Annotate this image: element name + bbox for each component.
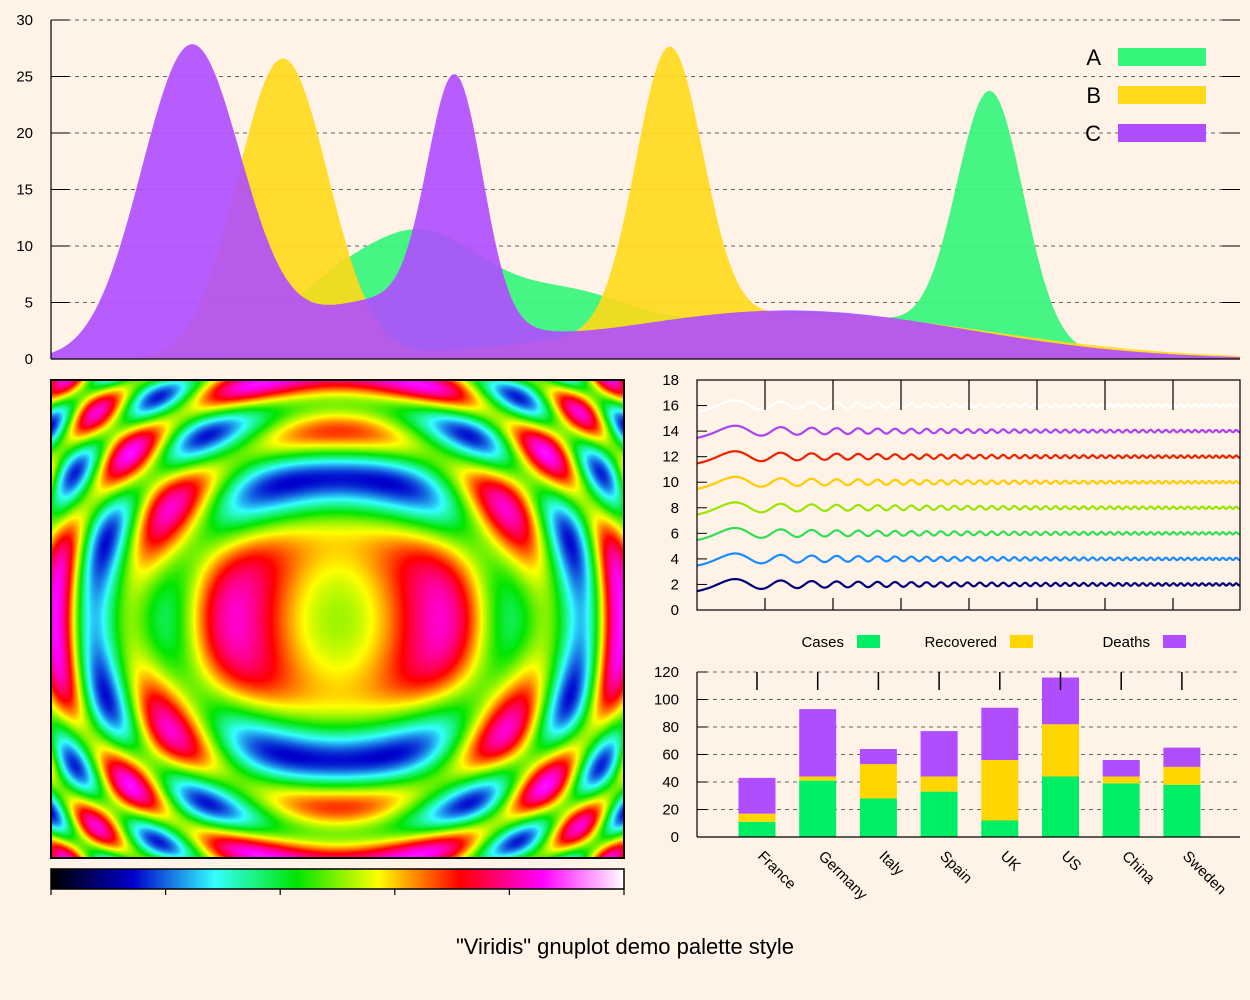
bar-recovered-spain <box>920 776 958 792</box>
bar-deaths-sweden <box>1163 747 1201 767</box>
bar-grid <box>697 671 1240 810</box>
wave-ytick-label: 16 <box>662 398 679 415</box>
wave-ytick-label: 10 <box>662 474 679 491</box>
wave-ytick-label: 12 <box>662 449 679 466</box>
density-area-C <box>51 44 1240 360</box>
density-ytick-label: 20 <box>16 125 33 142</box>
wave-ytick-label: 18 <box>662 372 679 389</box>
bar-ytick-label: 80 <box>662 719 679 736</box>
wave-line-6 <box>696 526 1241 542</box>
bar-recovered-sweden <box>1163 766 1201 785</box>
bar-category-label: Sweden <box>1179 848 1229 898</box>
bar-recovered-china <box>1102 776 1140 784</box>
density-ytick-label: 5 <box>25 295 33 312</box>
bar-category-label: Germany <box>815 848 871 904</box>
bar-deaths-germany <box>799 709 837 777</box>
bar-deaths-uk <box>981 707 1019 760</box>
bar-cases-spain <box>920 791 958 837</box>
bar-legend-swatch <box>1010 635 1033 648</box>
bar-recovered-uk <box>981 760 1019 821</box>
density-ytick-label: 25 <box>16 69 33 86</box>
bar-cases-us <box>1042 776 1079 837</box>
density-ytick-label: 15 <box>16 182 33 199</box>
density-ytick-label: 30 <box>16 12 33 29</box>
bar-cases-uk <box>981 820 1019 837</box>
bar-ytick-label: 40 <box>662 774 679 791</box>
bar-ytick-label: 60 <box>662 747 679 764</box>
bar-deaths-china <box>1102 760 1140 777</box>
bar-legend-swatch <box>857 635 880 648</box>
legend-swatch-A <box>1118 48 1206 66</box>
bar-legend-swatch <box>1163 635 1186 648</box>
bar-cases-germany <box>799 780 837 837</box>
density-area-B <box>51 46 1240 359</box>
wave-line-4 <box>696 552 1241 567</box>
bar-recovered-france <box>738 813 776 822</box>
bar-recovered-italy <box>859 764 897 799</box>
bar-cases-italy <box>859 798 897 837</box>
density-legend: ABC <box>1085 45 1206 146</box>
wave-line-12 <box>696 450 1241 465</box>
wave-ytick-label: 6 <box>671 525 679 542</box>
wave-line-10 <box>696 475 1241 491</box>
bar-ytick-label: 20 <box>662 802 679 819</box>
wave-ytick-label: 14 <box>662 423 679 440</box>
bar-category-label: Spain <box>936 848 975 887</box>
bar-category-label: US <box>1058 848 1085 875</box>
bar-cases-sweden <box>1163 784 1201 837</box>
density-areas <box>51 44 1240 360</box>
wave-ytick-label: 0 <box>671 602 679 619</box>
bar-rects <box>738 677 1201 837</box>
bar-ytick-label: 100 <box>654 692 679 709</box>
bar-category-label: Italy <box>876 848 908 880</box>
legend-label-A: A <box>1086 45 1101 70</box>
legend-swatch-B <box>1118 86 1206 104</box>
bar-cases-china <box>1102 783 1140 837</box>
bar-category-label: UK <box>997 848 1024 875</box>
bar-legend-label: Cases <box>801 634 844 651</box>
bar-category-label: France <box>754 848 799 893</box>
density-chart: 0 5 10 15 20 25 30 ABC <box>16 12 1240 368</box>
bar-ytick-label: 0 <box>671 829 679 846</box>
bar-legend-label: Deaths <box>1102 634 1150 651</box>
wave-ytick-label: 4 <box>671 551 679 568</box>
density-axes: 0 5 10 15 20 25 30 <box>16 12 1240 368</box>
density-ytick-label: 10 <box>16 238 33 255</box>
bar-cases-france <box>738 821 776 837</box>
wave-line-14 <box>697 424 1241 439</box>
wave-ytick-label: 8 <box>671 500 679 517</box>
bar-deaths-italy <box>859 749 897 765</box>
bar-ytick-label: 120 <box>654 664 679 681</box>
bar-recovered-us <box>1042 724 1079 777</box>
legend-label-C: C <box>1085 121 1101 146</box>
bar-recovered-germany <box>799 776 837 781</box>
density-ytick-label: 0 <box>25 351 33 368</box>
bar-deaths-spain <box>920 731 958 777</box>
wave-ytick-label: 2 <box>671 576 679 593</box>
bar-legend-label: Recovered <box>924 634 997 651</box>
figure-caption: "Viridis" gnuplot demo palette style <box>455 934 795 959</box>
wave-axes: 0 2 4 6 8 10 12 14 16 18 <box>662 372 1241 619</box>
wave-line-2 <box>696 578 1241 593</box>
legend-swatch-C <box>1118 124 1206 142</box>
wave-line-8 <box>696 501 1241 516</box>
legend-label-B: B <box>1086 83 1101 108</box>
bar-legend: Cases Recovered Deaths <box>801 634 1186 651</box>
bar-category-label: China <box>1118 848 1158 888</box>
bar-deaths-france <box>738 777 776 814</box>
